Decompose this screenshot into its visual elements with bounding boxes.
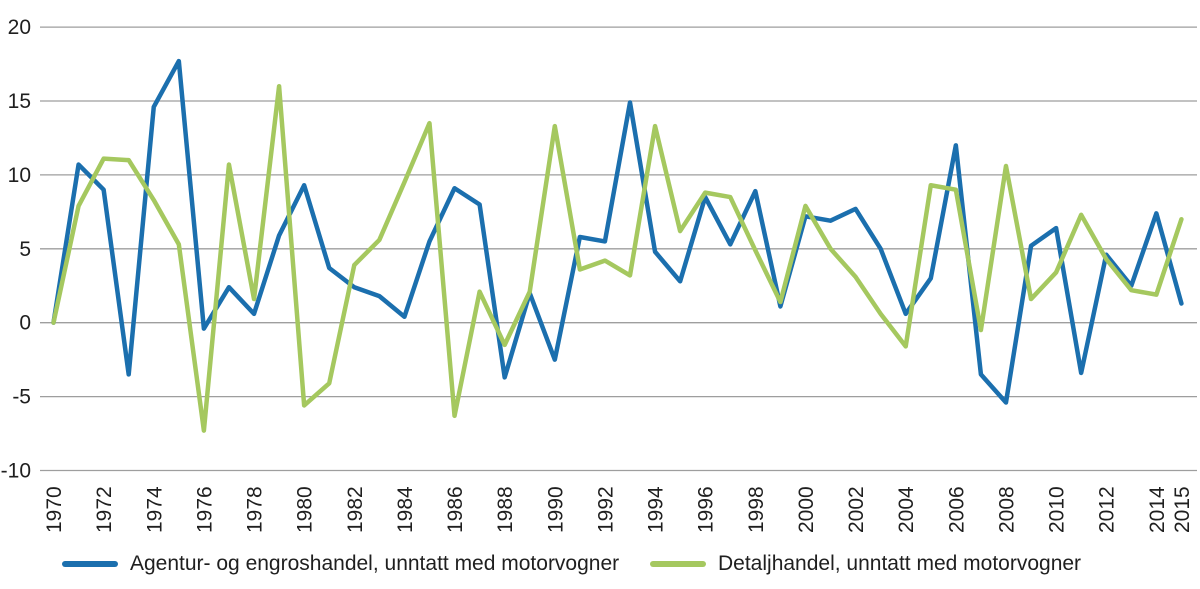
x-tick-label: 1992 <box>594 486 617 533</box>
y-tick-label: -5 <box>12 386 31 409</box>
y-tick-label: 15 <box>8 90 31 113</box>
x-tick-label: 2014 <box>1146 486 1169 533</box>
series-line-0 <box>51 58 1184 405</box>
x-tick-label: 2010 <box>1046 486 1069 533</box>
x-tick-label: 2006 <box>945 486 968 533</box>
x-tick-label: 1990 <box>544 486 567 533</box>
x-tick-label: 2008 <box>995 486 1018 533</box>
x-tick-label: 2000 <box>795 486 818 533</box>
legend-swatch-agentur-line-icon <box>62 561 118 567</box>
y-axis-labels: 20 15 10 5 0 -5 -10 <box>1 16 31 482</box>
legend-label-detaljhandel: Detaljhandel, unntatt med motorvogner <box>718 552 1082 575</box>
x-tick-label: 1998 <box>745 486 768 533</box>
x-tick-label: 1980 <box>294 486 317 533</box>
series-line-1 <box>51 83 1184 433</box>
x-tick-label: 1996 <box>695 486 718 533</box>
x-tick-label: 1984 <box>394 486 417 533</box>
x-tick-label: 1994 <box>645 486 668 533</box>
x-tick-label: 1970 <box>43 486 66 533</box>
x-tick-label: 1978 <box>244 486 267 533</box>
x-tick-label: 1976 <box>193 486 216 533</box>
x-tick-label: 2004 <box>895 486 918 533</box>
y-tick-label: -10 <box>1 460 31 483</box>
x-axis-labels: 1970 1972 1974 1976 1978 1980 1982 1984 1986 1988… <box>43 486 1194 533</box>
x-tick-label: 1972 <box>93 486 116 533</box>
x-tick-label: 1982 <box>344 486 367 533</box>
legend-label-agentur: Agentur- og engroshandel, unntatt med mo… <box>130 552 620 575</box>
legend-item-agentur-og-engroshandel: Agentur- og engroshandel, unntatt med mo… <box>62 546 619 582</box>
series-lines <box>51 58 1184 433</box>
legend: Agentur- og engroshandel, unntatt med mo… <box>0 546 1200 586</box>
y-tick-label: 20 <box>8 16 31 39</box>
x-tick-label: 2012 <box>1096 486 1119 533</box>
y-tick-label: 10 <box>8 164 31 187</box>
x-tick-label: 1986 <box>444 486 467 533</box>
y-tick-label: 5 <box>19 238 31 261</box>
legend-swatch-detaljhandel-line-icon <box>650 561 706 567</box>
legend-item-detaljhandel: Detaljhandel, unntatt med motorvogner <box>650 546 1081 582</box>
x-tick-label: 2015 <box>1171 486 1194 533</box>
x-tick-label: 2002 <box>845 486 868 533</box>
y-tick-label: 0 <box>19 312 31 335</box>
x-tick-label: 1974 <box>143 486 166 533</box>
x-tick-label: 1988 <box>494 486 517 533</box>
